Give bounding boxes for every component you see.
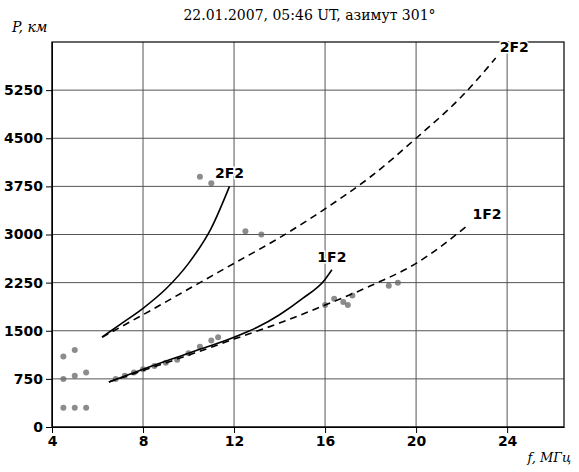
- tick: 4: [48, 427, 58, 449]
- tick: 20: [407, 427, 427, 449]
- tick-label: 12: [225, 433, 244, 449]
- tick-label: 5250: [4, 82, 43, 98]
- echo-point: [72, 373, 78, 379]
- tick-label: 3750: [4, 178, 43, 194]
- echo-point: [395, 280, 401, 286]
- tick: 750: [14, 371, 52, 387]
- echo-point: [215, 334, 221, 340]
- tick: 0: [33, 419, 52, 435]
- curve-label: 1F2: [317, 249, 346, 265]
- title: 22.01.2007, 05:46 UT, азимут 301°: [183, 7, 435, 23]
- tick-mark: [46, 427, 52, 428]
- tick-label: 20: [407, 433, 427, 449]
- echo-point: [345, 302, 351, 308]
- axis-line: [52, 43, 53, 428]
- tick-label: 4: [48, 433, 58, 449]
- echo-point: [197, 174, 203, 180]
- tick: 2250: [4, 275, 52, 291]
- grid-line: [52, 90, 564, 91]
- trace-curve: [102, 186, 229, 337]
- tick-label: 3000: [4, 226, 43, 242]
- tick: 16: [316, 427, 335, 449]
- tick-label: 8: [139, 433, 149, 449]
- y-axis-title: P, км: [11, 19, 47, 35]
- tick: 24: [498, 427, 518, 449]
- x-axis-title: f, МГц: [526, 450, 571, 465]
- tick-mark: [46, 283, 52, 284]
- tick: 8: [139, 427, 149, 449]
- chart: 4 8 12 16 20 24 0 750 1500 2250 3000 3750 4500 5250 2F…: [0, 0, 579, 472]
- tick-mark: [46, 90, 52, 91]
- tick-mark: [46, 235, 52, 236]
- curve-label: 2F2: [500, 39, 529, 55]
- x-axis: 4 8 12 16 20 24: [48, 427, 565, 449]
- tick-mark: [46, 331, 52, 332]
- echo-point: [60, 405, 66, 411]
- tick-mark: [46, 186, 52, 187]
- echo-point: [208, 180, 214, 186]
- echo-point: [83, 369, 89, 375]
- tick-mark: [46, 138, 52, 139]
- grid-line: [52, 234, 564, 235]
- grid: [52, 42, 564, 427]
- trace-curve: [109, 225, 469, 382]
- echo-point: [242, 228, 248, 234]
- echo-point: [72, 347, 78, 353]
- tick-label: 750: [14, 371, 43, 387]
- curve-label: 2F2: [215, 165, 244, 181]
- trace-curve: [109, 270, 332, 382]
- y-axis: 0 750 1500 2250 3000 3750 4500 5250: [4, 43, 52, 435]
- echo-point: [60, 376, 66, 382]
- tick: 3750: [4, 178, 52, 194]
- tick-label: 4500: [4, 130, 43, 146]
- grid-line: [52, 138, 564, 139]
- tick: 4500: [4, 130, 52, 146]
- marks: [60, 58, 495, 411]
- axis-line: [53, 427, 565, 428]
- echo-point: [208, 337, 214, 343]
- tick: 5250: [4, 82, 52, 98]
- grid-line: [52, 378, 564, 379]
- plot-frame: [52, 42, 564, 427]
- echo-point: [72, 405, 78, 411]
- grid-line: [52, 282, 564, 283]
- tick-label: 0: [33, 419, 43, 435]
- tick: 3000: [4, 226, 52, 242]
- tick-label: 24: [498, 433, 518, 449]
- tick: 1500: [4, 323, 52, 339]
- curve-labels: 2F2 2F2 1F2 1F2: [215, 39, 529, 265]
- tick-label: 2250: [4, 275, 43, 291]
- tick-label: 16: [316, 433, 335, 449]
- tick-mark: [46, 379, 52, 380]
- echo-point: [83, 405, 89, 411]
- grid-line: [52, 186, 564, 187]
- echo-point: [258, 232, 264, 238]
- grid-line: [52, 330, 564, 331]
- trace-curve: [102, 58, 496, 337]
- echo-point: [386, 283, 392, 289]
- curve-label: 1F2: [472, 206, 501, 222]
- tick: 12: [225, 427, 244, 449]
- tick-label: 1500: [4, 323, 43, 339]
- echo-point: [60, 353, 66, 359]
